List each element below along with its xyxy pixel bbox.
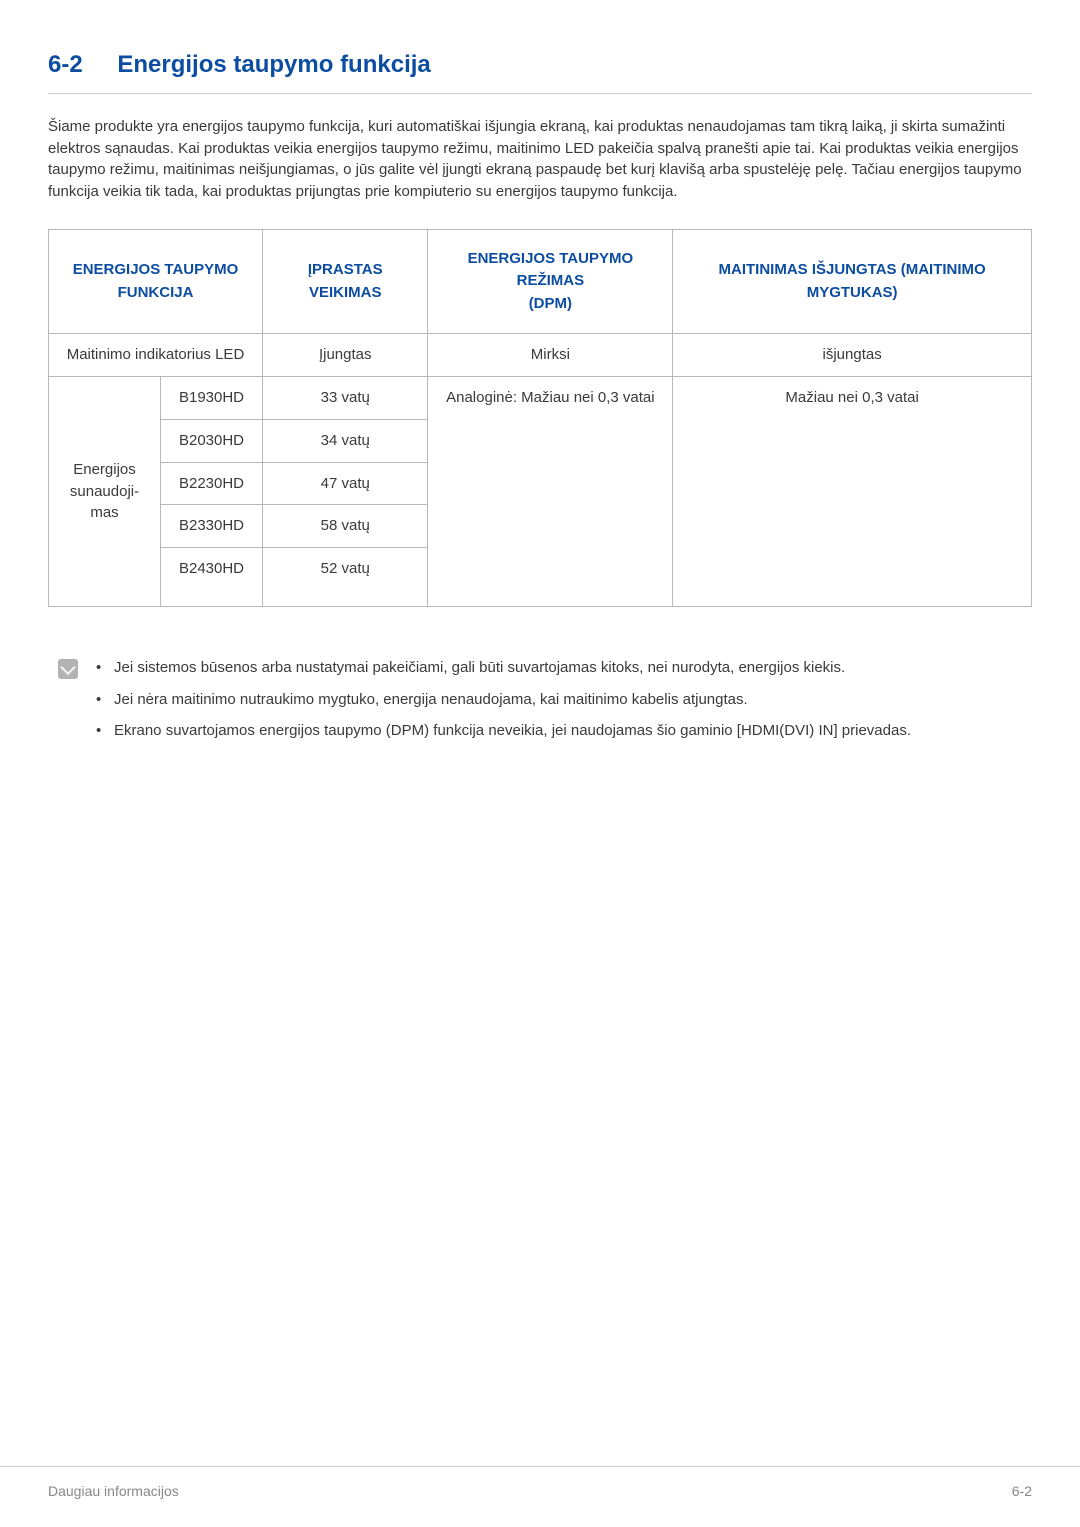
th-function: ENERGIJOS TAUPYMO FUNKCIJA — [49, 229, 263, 334]
led-off: išjungtas — [673, 334, 1032, 377]
page-footer: Daugiau informacijos 6-2 — [0, 1466, 1080, 1527]
model-name: B1930HD — [161, 377, 263, 420]
model-watt: 34 vatų — [263, 419, 428, 462]
model-name: B2330HD — [161, 505, 263, 548]
list-item: Jei sistemos būsenos arba nustatymai pak… — [92, 657, 1032, 679]
model-watt: 47 vatų — [263, 462, 428, 505]
model-name: B2430HD — [161, 548, 263, 607]
footer-right: 6-2 — [1012, 1481, 1032, 1501]
intro-paragraph: Šiame produkte yra energijos taupymo fun… — [48, 116, 1032, 203]
table-row: Maitinimo indikatorius LED Įjungtas Mirk… — [49, 334, 1032, 377]
mode-value: Analoginė: Mažiau nei 0,3 vatai — [428, 377, 673, 607]
model-watt: 33 vatų — [263, 377, 428, 420]
led-label: Maitinimo indikatorius LED — [49, 334, 263, 377]
note-block: Jei sistemos būsenos arba nustatymai pak… — [48, 657, 1032, 752]
th-normal: ĮPRASTAS VEIKIMAS — [263, 229, 428, 334]
note-list: Jei sistemos būsenos arba nustatymai pak… — [92, 657, 1032, 752]
section-title: Energijos taupymo funkcija — [117, 51, 430, 78]
power-table: ENERGIJOS TAUPYMO FUNKCIJA ĮPRASTAS VEIK… — [48, 229, 1032, 607]
footer-left: Daugiau informacijos — [48, 1481, 179, 1501]
led-normal: Įjungtas — [263, 334, 428, 377]
list-item: Ekrano suvartojamos energijos taupymo (D… — [92, 720, 1032, 742]
led-mode: Mirksi — [428, 334, 673, 377]
consumption-label: Energijos sunaudoji-mas — [49, 377, 161, 607]
section-number: 6-2 — [48, 51, 83, 78]
model-watt: 52 vatų — [263, 548, 428, 607]
model-name: B2030HD — [161, 419, 263, 462]
section-heading: 6-2 Energijos taupymo funkcija — [48, 48, 1032, 94]
note-icon — [58, 659, 78, 679]
model-name: B2230HD — [161, 462, 263, 505]
th-off: MAITINIMAS IŠJUNGTAS (MAITINIMO MYGTUKAS… — [673, 229, 1032, 334]
th-mode: ENERGIJOS TAUPYMO REŽIMAS (DPM) — [428, 229, 673, 334]
model-watt: 58 vatų — [263, 505, 428, 548]
list-item: Jei nėra maitinimo nutraukimo mygtuko, e… — [92, 689, 1032, 711]
table-row: Energijos sunaudoji-mas B1930HD 33 vatų … — [49, 377, 1032, 420]
off-value: Mažiau nei 0,3 vatai — [673, 377, 1032, 607]
